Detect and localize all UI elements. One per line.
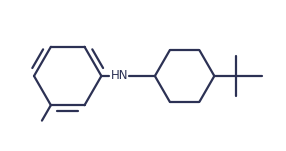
Text: HN: HN bbox=[110, 69, 128, 82]
